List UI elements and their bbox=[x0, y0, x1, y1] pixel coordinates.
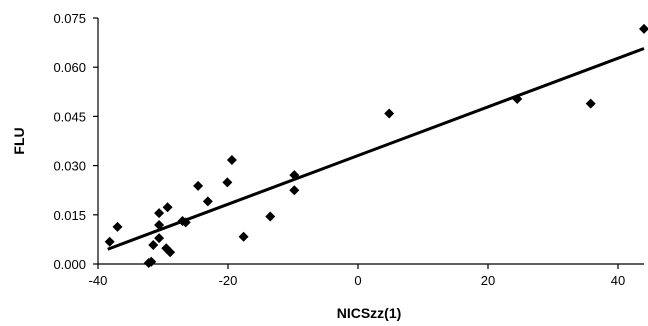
y-tick-label: 0.075 bbox=[53, 11, 86, 26]
data-point bbox=[202, 196, 213, 207]
data-point bbox=[384, 108, 395, 119]
data-point bbox=[162, 202, 173, 213]
data-point bbox=[180, 217, 191, 228]
y-tick-label: 0.045 bbox=[53, 109, 86, 124]
data-point bbox=[289, 185, 300, 196]
data-point bbox=[165, 247, 176, 258]
data-point bbox=[226, 155, 237, 166]
x-tick-label: -20 bbox=[219, 273, 238, 288]
x-tick-label: -40 bbox=[89, 273, 108, 288]
data-point bbox=[585, 98, 596, 109]
data-point bbox=[112, 221, 123, 232]
data-point bbox=[154, 219, 165, 230]
data-point bbox=[512, 94, 523, 105]
data-point bbox=[104, 236, 115, 247]
x-tick-label: 0 bbox=[354, 273, 361, 288]
x-axis-ticks: -40 -20 0 20 40 bbox=[89, 264, 625, 288]
data-points bbox=[104, 23, 648, 269]
data-point bbox=[146, 256, 157, 267]
data-point bbox=[222, 177, 233, 188]
y-tick-label: 0.030 bbox=[53, 159, 86, 174]
data-point bbox=[289, 170, 300, 181]
data-point bbox=[238, 231, 249, 242]
x-tick-label: 40 bbox=[611, 273, 625, 288]
data-point bbox=[148, 239, 159, 250]
trend-line bbox=[107, 47, 645, 251]
y-tick-label: 0.000 bbox=[53, 257, 86, 272]
data-point bbox=[265, 211, 276, 222]
y-axis-title: FLU bbox=[11, 127, 27, 154]
data-point bbox=[154, 208, 165, 219]
data-point bbox=[154, 233, 165, 244]
data-point bbox=[193, 180, 204, 191]
x-axis-title: NICSzz(1) bbox=[337, 305, 402, 321]
y-tick-label: 0.060 bbox=[53, 60, 86, 75]
y-tick-label: 0.015 bbox=[53, 208, 86, 223]
data-point bbox=[639, 23, 648, 34]
y-axis-ticks: 0.000 0.015 0.030 0.045 0.060 0.075 bbox=[53, 11, 98, 272]
x-tick-label: 20 bbox=[481, 273, 495, 288]
